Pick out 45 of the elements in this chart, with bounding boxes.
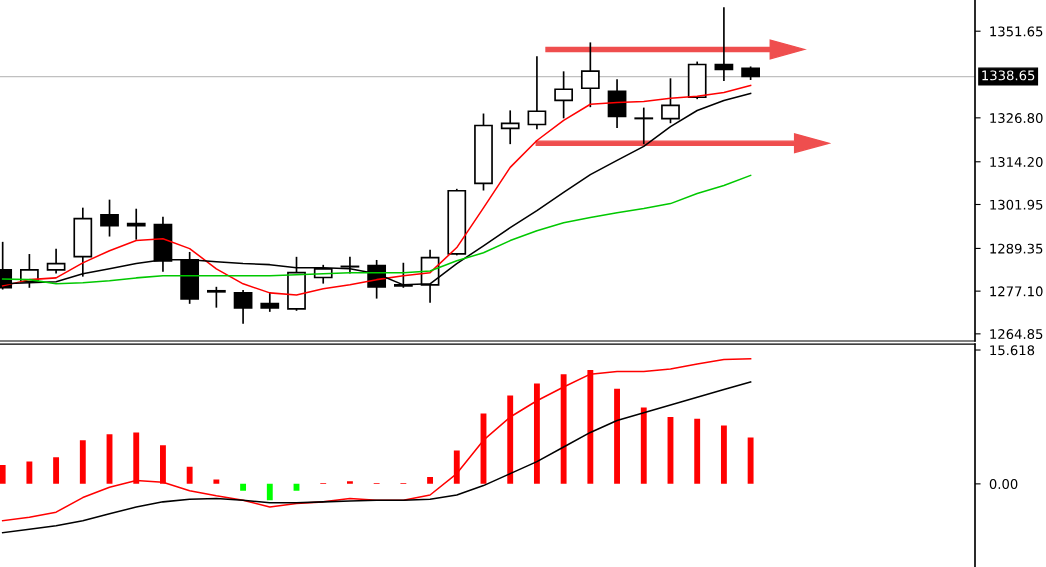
bar (26, 461, 33, 484)
bar (266, 483, 273, 501)
candlestick (500, 110, 520, 145)
candlestick (233, 289, 253, 324)
line-series (1, 381, 752, 534)
bar (0, 465, 6, 484)
candlestick (634, 107, 654, 145)
candlestick (714, 7, 734, 82)
candlestick (580, 42, 600, 108)
candlestick (554, 71, 574, 119)
bar (453, 450, 460, 484)
candlestick (100, 199, 119, 237)
bar (79, 440, 86, 484)
bar (160, 445, 166, 484)
y-tick-label: 1264.85 (990, 329, 1043, 340)
bar (213, 479, 220, 484)
y-tick-label: 0.00 (989, 479, 1018, 490)
y-tick-label: 1351.65 (990, 26, 1043, 37)
line-series (1, 357, 752, 522)
bar (614, 388, 620, 484)
bar (747, 437, 754, 484)
bar (346, 481, 353, 484)
bar (53, 457, 60, 484)
candlestick (206, 286, 226, 308)
bar (560, 374, 567, 484)
candlestick (260, 292, 280, 312)
y-tick-label: 15.618 (990, 345, 1035, 356)
bar (640, 407, 647, 484)
y-tick-label: 1277.10 (990, 286, 1043, 297)
candlestick (527, 56, 547, 130)
bar (587, 369, 594, 484)
ref-line-label: 1338.65 (982, 70, 1035, 81)
bar (240, 483, 247, 491)
bar (427, 477, 434, 484)
bar (507, 395, 514, 484)
y-tick-label: 1289.35 (990, 243, 1043, 254)
y-tick-label: 1314.20 (990, 157, 1043, 167)
bar (694, 418, 701, 484)
y-tick-label: 1301.95 (990, 199, 1043, 210)
bar (133, 432, 140, 484)
bar (720, 425, 727, 484)
bar (186, 466, 193, 484)
bar (533, 383, 540, 484)
candlestick (46, 248, 66, 274)
y-tick-label: 1326.80 (990, 113, 1043, 124)
